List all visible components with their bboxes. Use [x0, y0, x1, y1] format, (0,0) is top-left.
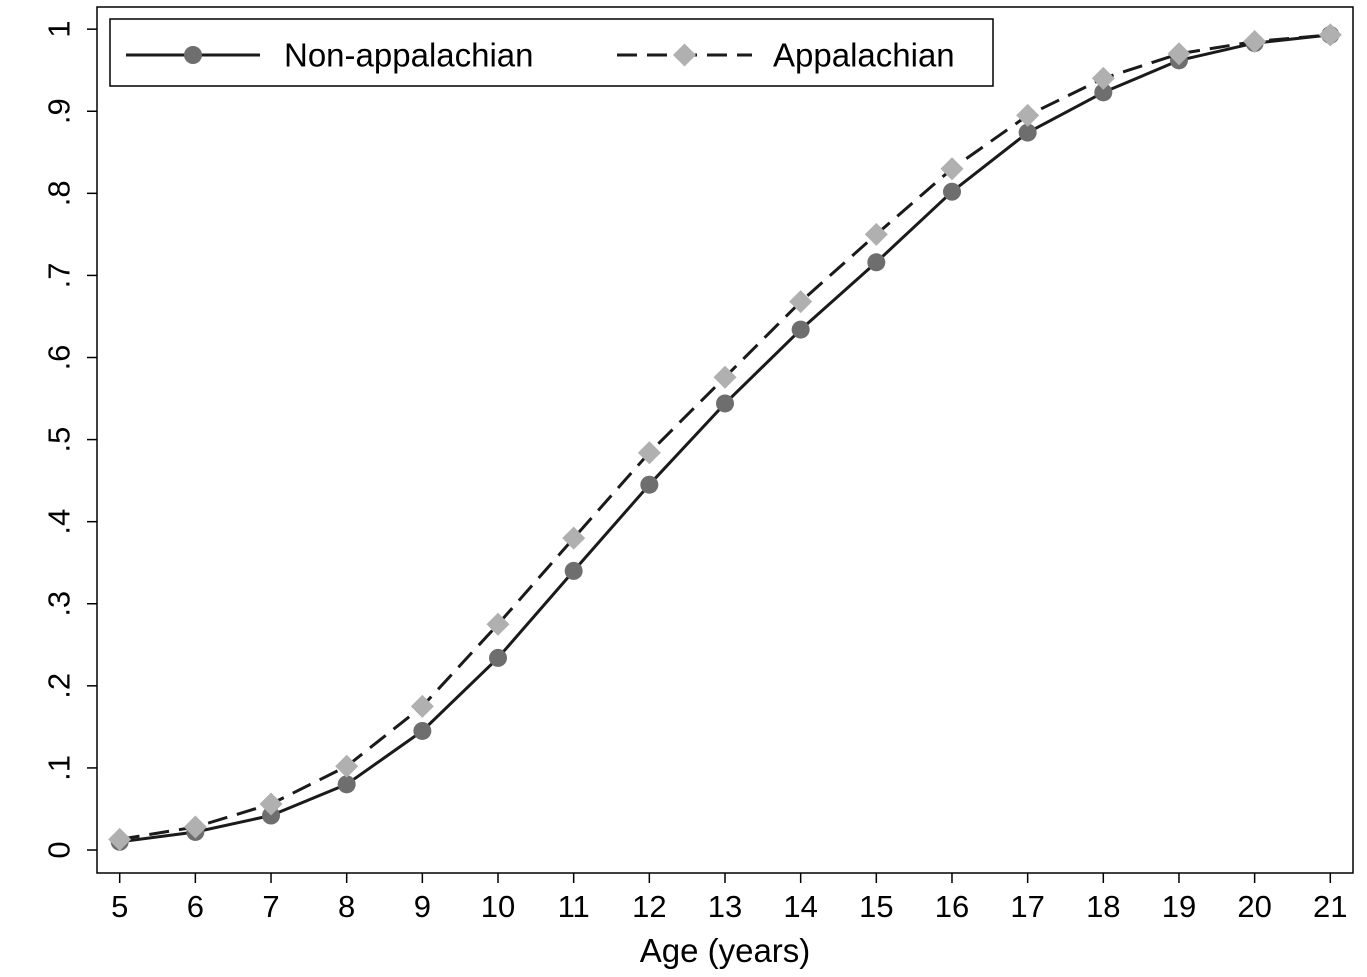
data-point-non-appalachian — [867, 253, 886, 272]
x-tick-label: 10 — [481, 889, 515, 924]
y-tick-label: .7 — [42, 262, 77, 288]
data-point-appalachian — [183, 815, 207, 839]
plot-frame — [96, 6, 1354, 874]
data-point-non-appalachian — [716, 394, 734, 413]
x-tick-label: 16 — [935, 889, 969, 924]
data-point-appalachian — [864, 222, 888, 246]
data-point-non-appalachian — [1094, 83, 1113, 102]
y-tick-label: .8 — [42, 180, 77, 206]
x-tick-label: 6 — [187, 889, 204, 924]
x-tick-label: 13 — [708, 889, 742, 924]
x-tick-label: 14 — [783, 889, 817, 924]
x-tick-label: 8 — [338, 889, 355, 924]
series-line-appalachian — [119, 33, 1331, 841]
legend-box — [109, 18, 994, 87]
data-point-appalachian — [486, 612, 510, 636]
x-tick-label: 21 — [1313, 889, 1347, 924]
x-tick-label: 7 — [262, 889, 279, 924]
y-tick-label: .6 — [42, 345, 77, 371]
y-tick-label: .4 — [42, 509, 77, 535]
data-point-appalachian — [637, 441, 661, 465]
data-point-non-appalachian — [337, 775, 356, 794]
data-point-appalachian — [1318, 23, 1342, 47]
x-tick-label: 20 — [1237, 889, 1271, 924]
data-point-non-appalachian — [489, 648, 508, 667]
series-line-non-appalachian — [119, 33, 1331, 844]
x-tick-label: 18 — [1086, 889, 1120, 924]
x-tick-label: 11 — [558, 889, 590, 924]
data-point-appalachian — [789, 290, 813, 314]
y-tick-label: .1 — [42, 755, 77, 781]
data-point-appalachian — [940, 157, 964, 181]
y-tick-label: .3 — [42, 591, 77, 617]
data-point-appalachian — [335, 754, 359, 778]
data-point-appalachian — [713, 365, 737, 389]
data-point-appalachian — [108, 827, 132, 851]
legend-label-non-appalachian: Non-appalachian — [284, 37, 534, 74]
data-point-non-appalachian — [640, 475, 659, 494]
legend-marker-appalachian — [673, 43, 696, 67]
data-point-non-appalachian — [1018, 123, 1037, 142]
data-point-non-appalachian — [413, 721, 432, 740]
x-axis-title: Age (years) — [640, 932, 811, 969]
x-tick-label: 15 — [859, 889, 893, 924]
data-point-appalachian — [259, 792, 283, 816]
data-point-appalachian — [410, 694, 434, 718]
legend-marker-non-appalachian — [184, 46, 202, 64]
axes: 0.1.2.3.4.5.6.7.8.915 6 7 8 9 10 11 12 13 14 15 16 1… — [42, 6, 1354, 924]
series-layer — [108, 23, 1342, 851]
data-point-non-appalachian — [942, 182, 961, 201]
data-point-appalachian — [1167, 42, 1191, 66]
x-tick-label: 17 — [1010, 889, 1044, 924]
data-point-appalachian — [1016, 103, 1040, 127]
legend-label-appalachian: Appalachian — [773, 37, 955, 74]
y-tick-label: .5 — [42, 427, 77, 453]
y-tick-label: 1 — [42, 21, 77, 38]
x-tick-label: 5 — [111, 889, 128, 924]
x-tick-label: 9 — [414, 889, 431, 924]
x-tick-label: 19 — [1162, 889, 1196, 924]
y-tick-label: 0 — [42, 841, 77, 858]
data-point-appalachian — [1091, 66, 1115, 90]
y-tick-label: .9 — [42, 98, 77, 124]
data-point-non-appalachian — [791, 320, 810, 339]
x-tick-label: 12 — [632, 889, 666, 924]
data-point-non-appalachian — [564, 561, 583, 580]
legend: Non-appalachian Appalachian — [109, 18, 994, 87]
data-point-appalachian — [562, 526, 586, 550]
data-point-appalachian — [1243, 29, 1267, 53]
series-appalachian — [108, 23, 1342, 851]
y-tick-label: .2 — [42, 673, 77, 699]
series-non-appalachian — [110, 25, 1340, 851]
